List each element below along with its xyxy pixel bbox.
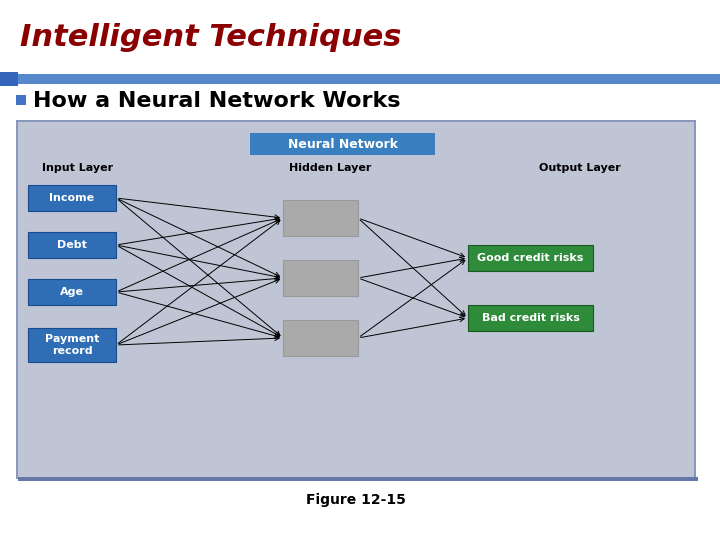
Text: Age: Age	[60, 287, 84, 297]
FancyBboxPatch shape	[283, 200, 358, 236]
FancyBboxPatch shape	[18, 477, 698, 481]
FancyBboxPatch shape	[18, 74, 720, 84]
Text: Payment
record: Payment record	[45, 334, 99, 356]
FancyBboxPatch shape	[283, 260, 358, 296]
Text: Bad credit risks: Bad credit risks	[482, 313, 580, 323]
FancyBboxPatch shape	[250, 133, 435, 155]
Text: Figure 12-15: Figure 12-15	[306, 493, 406, 507]
FancyBboxPatch shape	[0, 72, 18, 86]
FancyBboxPatch shape	[16, 120, 696, 479]
Text: Neural Network: Neural Network	[287, 138, 397, 151]
Text: How a Neural Network Works: How a Neural Network Works	[33, 91, 400, 111]
Text: Good credit risks: Good credit risks	[477, 253, 584, 263]
FancyBboxPatch shape	[468, 245, 593, 271]
FancyBboxPatch shape	[468, 305, 593, 331]
Text: Intelligent Techniques: Intelligent Techniques	[20, 24, 401, 52]
FancyBboxPatch shape	[28, 232, 116, 258]
FancyBboxPatch shape	[18, 122, 694, 477]
Text: Income: Income	[50, 193, 94, 203]
Text: Debt: Debt	[57, 240, 87, 250]
FancyBboxPatch shape	[28, 185, 116, 211]
FancyBboxPatch shape	[28, 279, 116, 305]
Text: Input Layer: Input Layer	[42, 163, 114, 173]
Text: Output Layer: Output Layer	[539, 163, 621, 173]
Text: Hidden Layer: Hidden Layer	[289, 163, 372, 173]
FancyBboxPatch shape	[283, 320, 358, 356]
FancyBboxPatch shape	[16, 95, 26, 105]
FancyBboxPatch shape	[28, 328, 116, 362]
